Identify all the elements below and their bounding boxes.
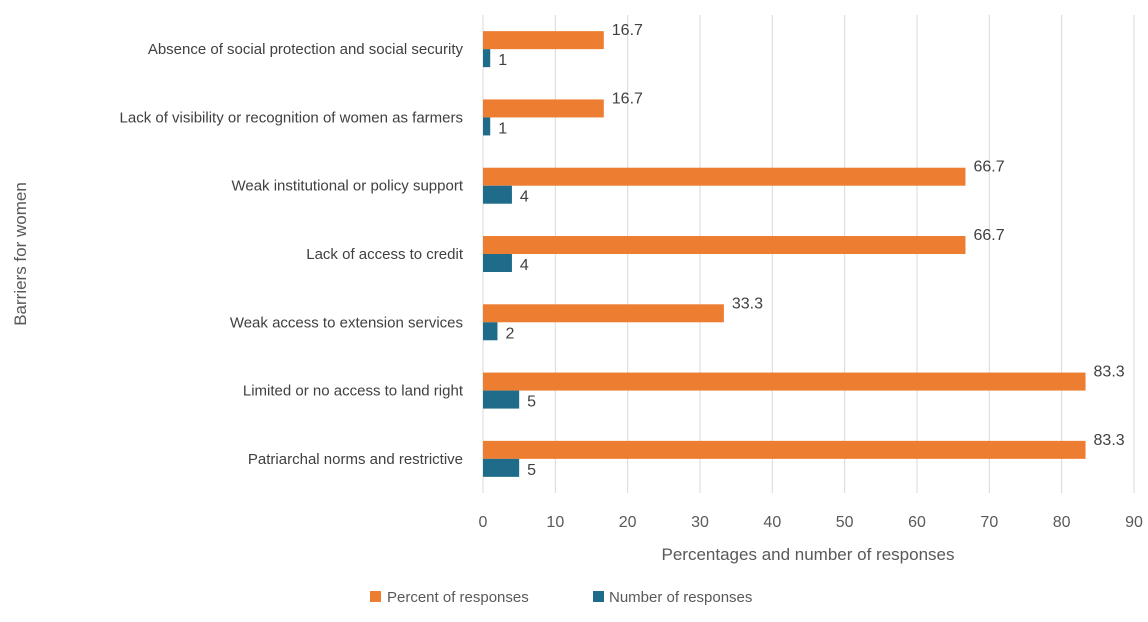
x-tick-label-50: 50 — [836, 514, 854, 531]
data-labels: 16.7 1 16.7 1 66.7 4 66.7 4 33.3 2 83.3 5 83.3 5 — [498, 22, 1125, 479]
legend: Percent of responses Number of responses — [370, 589, 752, 606]
bar-number-of-responses-7 — [483, 458, 520, 477]
category-label-weak-access-to-extension-services: Weak access to extension services — [230, 314, 463, 331]
bar-percent-of-responses-3 — [483, 167, 966, 186]
data-label-percent-of-responses-3: 66.7 — [973, 159, 1004, 176]
data-label-percent-of-responses-7: 83.3 — [1094, 432, 1125, 449]
bar-percent-of-responses-7 — [483, 440, 1086, 459]
data-label-number-of-responses-5: 2 — [505, 325, 514, 342]
data-label-percent-of-responses-4: 66.7 — [973, 227, 1004, 244]
x-tick-label-70: 70 — [980, 514, 998, 531]
data-label-number-of-responses-4: 4 — [520, 257, 529, 274]
data-label-number-of-responses-6: 5 — [527, 394, 536, 411]
data-label-number-of-responses-3: 4 — [520, 189, 529, 206]
x-tick-label-30: 30 — [691, 514, 709, 531]
bar-percent-of-responses-6 — [483, 372, 1086, 391]
x-tick-label-20: 20 — [619, 514, 637, 531]
x-axis-title: Percentages and number of responses — [662, 545, 955, 564]
category-labels: Absence of social protection and social … — [120, 41, 464, 468]
bar-number-of-responses-2 — [483, 117, 491, 136]
legend-label-percent: Percent of responses — [387, 589, 529, 606]
bar-number-of-responses-5 — [483, 322, 498, 341]
category-label-weak-institutional-or-policy-support: Weak institutional or policy support — [231, 178, 463, 195]
x-tick-label-90: 90 — [1125, 514, 1143, 531]
data-label-percent-of-responses-1: 16.7 — [612, 22, 643, 39]
legend-swatch-percent — [370, 591, 381, 602]
data-label-number-of-responses-1: 1 — [498, 52, 507, 69]
category-label-absence-of-social-protection-and-social-security: Absence of social protection and social … — [148, 41, 464, 58]
legend-label-number: Number of responses — [609, 589, 752, 606]
bars — [483, 31, 1086, 477]
category-label-patriarchal-norms-and-restrictive: Patriarchal norms and restrictive — [248, 451, 463, 468]
data-label-number-of-responses-2: 1 — [498, 120, 507, 137]
legend-swatch-number — [593, 591, 604, 602]
y-axis-title: Barriers for women — [11, 182, 30, 326]
x-tick-label-40: 40 — [763, 514, 781, 531]
bar-number-of-responses-1 — [483, 49, 491, 68]
category-label-limited-or-no-access-to-land-right: Limited or no access to land right — [243, 383, 464, 400]
bar-percent-of-responses-1 — [483, 31, 604, 50]
data-label-number-of-responses-7: 5 — [527, 462, 536, 479]
bar-percent-of-responses-2 — [483, 99, 604, 118]
x-tick-label-0: 0 — [479, 514, 488, 531]
bar-number-of-responses-6 — [483, 390, 520, 409]
bar-percent-of-responses-5 — [483, 304, 724, 323]
x-tick-label-80: 80 — [1053, 514, 1071, 531]
bar-number-of-responses-3 — [483, 185, 512, 204]
bar-number-of-responses-4 — [483, 254, 512, 272]
category-label-lack-of-visibility-or-recognition-of-women-as-farmers: Lack of visibility or recognition of wom… — [120, 109, 463, 126]
bar-percent-of-responses-4 — [483, 236, 966, 254]
x-tick-label-10: 10 — [546, 514, 564, 531]
x-tick-labels: 0 10 20 30 40 50 60 70 80 90 — [479, 514, 1143, 531]
category-label-lack-of-access-to-credit: Lack of access to credit — [306, 246, 464, 263]
data-label-percent-of-responses-6: 83.3 — [1094, 364, 1125, 381]
x-tick-label-60: 60 — [908, 514, 926, 531]
data-label-percent-of-responses-2: 16.7 — [612, 90, 643, 107]
data-label-percent-of-responses-5: 33.3 — [732, 295, 763, 312]
